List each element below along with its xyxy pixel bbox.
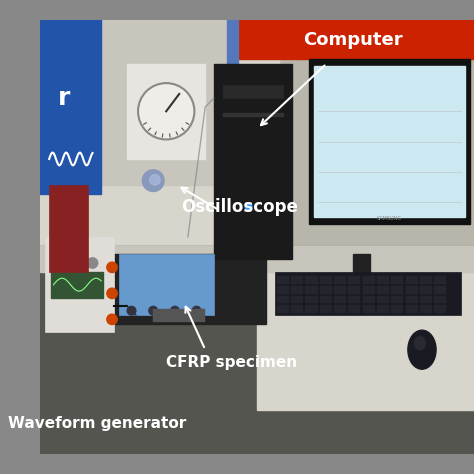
- Bar: [405, 305, 418, 313]
- Bar: [305, 276, 318, 284]
- Bar: [40, 20, 279, 259]
- Bar: [319, 295, 332, 303]
- Bar: [305, 295, 318, 303]
- Bar: [314, 66, 465, 218]
- Bar: [127, 64, 205, 159]
- Bar: [348, 305, 360, 313]
- Text: CFRP specimen: CFRP specimen: [166, 355, 297, 370]
- Circle shape: [70, 258, 81, 268]
- Bar: [434, 276, 446, 284]
- Bar: [391, 286, 403, 294]
- Bar: [40, 246, 474, 272]
- Bar: [363, 286, 375, 294]
- Bar: [274, 272, 461, 315]
- Bar: [49, 185, 88, 272]
- Circle shape: [138, 83, 194, 139]
- Bar: [277, 305, 289, 313]
- Bar: [101, 255, 266, 324]
- Bar: [363, 276, 375, 284]
- Circle shape: [142, 170, 164, 191]
- Bar: [377, 295, 389, 303]
- Bar: [291, 305, 303, 313]
- Bar: [101, 20, 231, 185]
- Bar: [353, 255, 370, 289]
- Bar: [377, 286, 389, 294]
- Bar: [40, 20, 101, 194]
- Bar: [214, 64, 292, 259]
- Bar: [363, 295, 375, 303]
- Circle shape: [245, 203, 252, 210]
- Text: SAMSUNG: SAMSUNG: [377, 216, 402, 221]
- Bar: [420, 286, 432, 294]
- Bar: [291, 286, 303, 294]
- Circle shape: [149, 306, 157, 315]
- Bar: [391, 276, 403, 284]
- Bar: [334, 295, 346, 303]
- Bar: [227, 20, 238, 259]
- Text: Computer: Computer: [303, 31, 402, 49]
- Bar: [405, 276, 418, 284]
- Bar: [291, 276, 303, 284]
- Bar: [118, 255, 214, 315]
- Circle shape: [127, 306, 136, 315]
- Ellipse shape: [414, 337, 425, 350]
- Bar: [335, 285, 387, 298]
- Bar: [291, 295, 303, 303]
- Bar: [348, 276, 360, 284]
- Bar: [277, 295, 289, 303]
- Bar: [305, 286, 318, 294]
- Bar: [363, 305, 375, 313]
- Text: r: r: [58, 86, 70, 110]
- Bar: [405, 286, 418, 294]
- Bar: [223, 113, 283, 116]
- Circle shape: [107, 314, 117, 325]
- Bar: [257, 246, 474, 410]
- Bar: [420, 276, 432, 284]
- Bar: [334, 276, 346, 284]
- Circle shape: [107, 262, 117, 273]
- Bar: [420, 295, 432, 303]
- Bar: [391, 305, 403, 313]
- Bar: [231, 20, 474, 59]
- Bar: [377, 305, 389, 313]
- Bar: [223, 85, 283, 98]
- Bar: [391, 295, 403, 303]
- Circle shape: [171, 306, 179, 315]
- Circle shape: [150, 174, 160, 185]
- Ellipse shape: [408, 330, 436, 369]
- Bar: [434, 305, 446, 313]
- Bar: [334, 286, 346, 294]
- Bar: [277, 276, 289, 284]
- Text: Waveform generator: Waveform generator: [8, 416, 186, 431]
- Bar: [319, 305, 332, 313]
- Bar: [434, 295, 446, 303]
- Bar: [434, 286, 446, 294]
- Bar: [348, 286, 360, 294]
- Bar: [51, 272, 103, 298]
- Bar: [420, 305, 432, 313]
- Circle shape: [192, 306, 201, 315]
- Bar: [405, 295, 418, 303]
- Circle shape: [53, 258, 63, 268]
- Text: Oscilloscope: Oscilloscope: [182, 198, 298, 216]
- Circle shape: [87, 258, 98, 268]
- Bar: [334, 305, 346, 313]
- Circle shape: [107, 288, 117, 299]
- Bar: [40, 246, 474, 454]
- Bar: [153, 309, 205, 321]
- Bar: [377, 276, 389, 284]
- Bar: [348, 295, 360, 303]
- Bar: [319, 286, 332, 294]
- Bar: [45, 237, 114, 332]
- Bar: [319, 276, 332, 284]
- Bar: [277, 286, 289, 294]
- Bar: [305, 305, 318, 313]
- Bar: [309, 59, 470, 224]
